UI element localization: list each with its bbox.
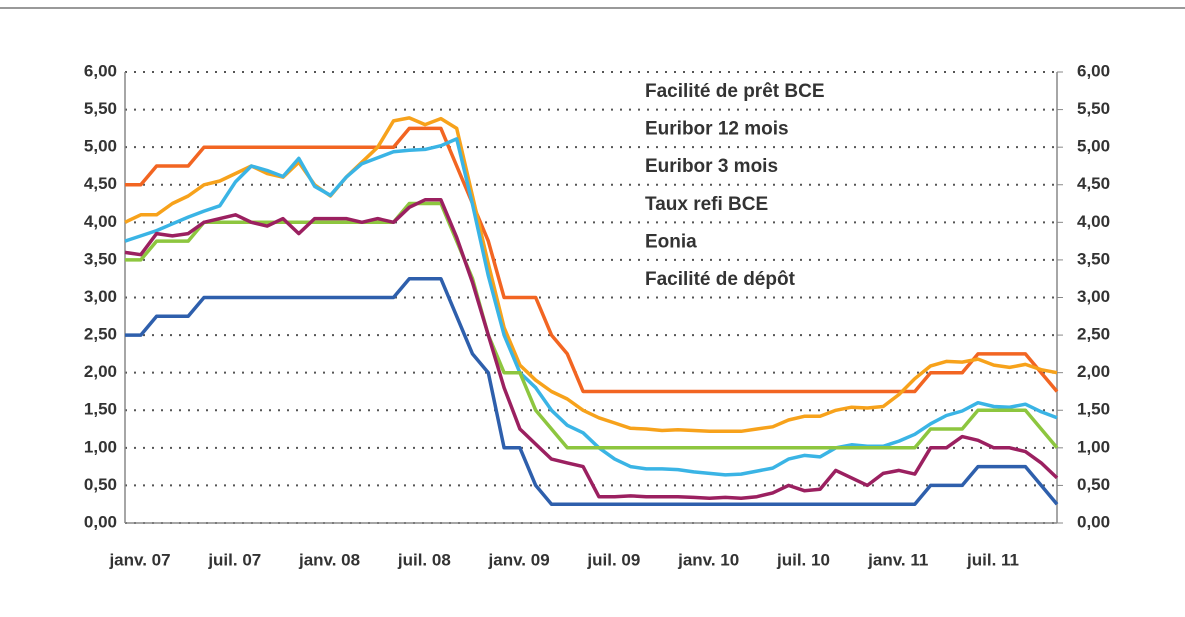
y-tick-label: 0,50: [84, 475, 117, 494]
legend-label: Taux refi BCE: [645, 194, 768, 215]
legend-bg: [642, 231, 701, 253]
legend-label: Eonia: [645, 231, 697, 252]
series-line: [125, 276, 1059, 506]
legend-label: Euribor 12 mois: [645, 119, 789, 140]
legend-bg: [642, 269, 799, 291]
y-tick-label: 4,00: [84, 212, 117, 231]
y2-tick-label: 0,50: [1077, 475, 1110, 494]
y2-tick-label: 1,50: [1077, 400, 1110, 419]
x-tick-label: juil. 10: [776, 550, 830, 569]
y2-tick-label: 2,00: [1077, 362, 1110, 381]
y-tick-label: 3,00: [84, 287, 117, 306]
y-tick-label: 3,50: [84, 249, 117, 268]
y2-tick-label: 3,00: [1077, 287, 1110, 306]
y2-tick-label: 6,00: [1077, 61, 1110, 80]
legend-bg: [642, 193, 772, 215]
y-tick-label: 5,00: [84, 137, 117, 156]
legend-bg: [642, 118, 792, 140]
y2-tick-label: 0,00: [1077, 512, 1110, 531]
y2-tick-label: 4,50: [1077, 174, 1110, 193]
legend-label: Facilité de prêt BCE: [645, 81, 825, 102]
x-tick-label: janv. 10: [677, 550, 739, 569]
series-line: [124, 116, 1058, 434]
x-tick-label: juil. 09: [586, 550, 640, 569]
x-tick-label: juil. 11: [966, 550, 1019, 569]
y-tick-label: 6,00: [84, 61, 117, 80]
x-tick-label: janv. 07: [108, 550, 170, 569]
y2-tick-label: 5,50: [1077, 99, 1110, 118]
x-tick-label: juil. 08: [397, 550, 451, 569]
y-tick-label: 5,50: [84, 99, 117, 118]
y-tick-label: 0,00: [84, 512, 117, 531]
series-line: [124, 137, 1058, 477]
y-tick-label: 2,50: [84, 325, 117, 344]
x-tick-label: janv. 09: [488, 550, 550, 569]
legend-label: Euribor 3 mois: [645, 156, 778, 177]
y-tick-label: 2,00: [84, 362, 117, 381]
y2-tick-label: 3,50: [1077, 249, 1110, 268]
y2-tick-label: 2,50: [1077, 325, 1110, 344]
y-tick-label: 4,50: [84, 174, 117, 193]
y-tick-label: 1,50: [84, 400, 117, 419]
legend-bg: [642, 156, 782, 178]
x-tick-label: janv. 11: [867, 550, 928, 569]
legend-bg: [642, 81, 828, 103]
y2-tick-label: 4,00: [1077, 212, 1110, 231]
y2-tick-label: 1,00: [1077, 437, 1110, 456]
y-tick-label: 1,00: [84, 437, 117, 456]
y2-tick-label: 5,00: [1077, 137, 1110, 156]
series-line: [125, 201, 1059, 450]
x-tick-label: janv. 08: [298, 550, 360, 569]
x-tick-label: juil. 07: [207, 550, 261, 569]
legend-label: Facilité de dépôt: [645, 269, 796, 290]
series-line: [124, 198, 1059, 500]
